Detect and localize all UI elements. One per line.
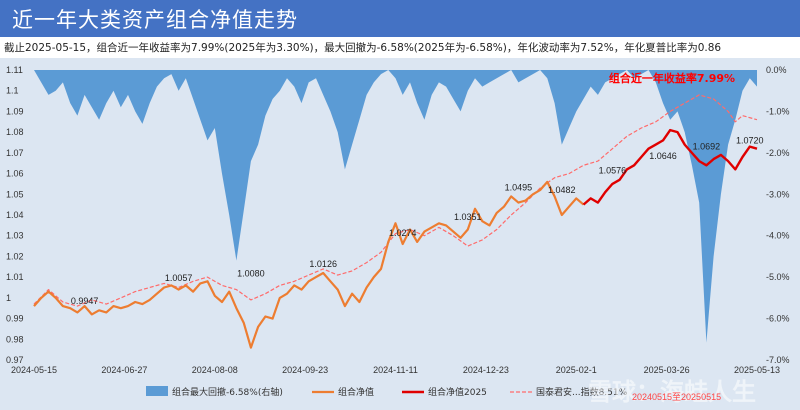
data-label: 1.0482 xyxy=(548,185,576,195)
x-tick-label: 2025-03-26 xyxy=(644,365,690,375)
y-left-tick-label: 1.04 xyxy=(6,210,24,220)
data-label: 1.0720 xyxy=(736,136,764,146)
y-left-tick-label: 1.09 xyxy=(6,106,24,116)
data-label: 0.9947 xyxy=(71,296,99,306)
x-tick-label: 2024-12-23 xyxy=(463,365,509,375)
y-left-tick-label: 0.97 xyxy=(6,355,24,365)
y-right-tick-label: -4.0% xyxy=(766,231,790,241)
y-left-tick-label: 1.02 xyxy=(6,251,24,261)
y-right-tick-label: -2.0% xyxy=(766,148,790,158)
chart-subtitle: 截止2025-05-15，组合近一年收益率为7.99%(2025年为3.30%)… xyxy=(4,42,722,54)
legend-label-drawdown: 组合最大回撤-6.58%(右轴) xyxy=(172,386,283,398)
legend-label-benchmark: 国泰君安...指数8.51% xyxy=(536,386,628,398)
x-tick-label: 2024-08-08 xyxy=(192,365,238,375)
y-left-tick-label: 1.07 xyxy=(6,148,24,158)
data-label: 1.0495 xyxy=(505,182,533,192)
y-left-tick-label: 1.06 xyxy=(6,169,24,179)
y-right-tick-label: 0.0% xyxy=(766,65,787,75)
y-left-tick-label: 1.08 xyxy=(6,127,24,137)
y-left-tick-label: 1.03 xyxy=(6,231,24,241)
data-label: 1.0351 xyxy=(454,212,482,222)
nav-line xyxy=(33,180,585,349)
chart-title: 近一年大类资产组合净值走势 xyxy=(12,8,298,32)
data-label: 1.0057 xyxy=(165,273,193,283)
y-left-tick-label: 0.98 xyxy=(6,334,24,344)
y-right-tick-label: -3.0% xyxy=(766,189,790,199)
drawdown-area xyxy=(34,70,757,343)
data-label: 1.0126 xyxy=(309,259,337,269)
x-tick-label: 2024-09-23 xyxy=(282,365,328,375)
watermark-date: 20240515至20250515 xyxy=(632,392,722,402)
title-bar: 近一年大类资产组合净值走势 xyxy=(0,0,800,37)
y-left-tick-label: 1 xyxy=(6,293,11,303)
data-label: 1.0692 xyxy=(693,142,721,152)
x-tick-label: 2024-05-15 xyxy=(11,365,57,375)
y-left-tick-label: 1.05 xyxy=(6,189,24,199)
data-label: 1.0080 xyxy=(237,268,265,278)
benchmark-line xyxy=(33,94,758,307)
y-left-tick-label: 1.01 xyxy=(6,272,24,282)
nav2025-line xyxy=(582,128,758,206)
data-label: 1.0274 xyxy=(389,228,417,238)
data-label: 1.0646 xyxy=(649,151,677,161)
x-tick-label: 2025-02-1 xyxy=(556,365,597,375)
y-right-tick-label: -1.0% xyxy=(766,106,790,116)
y-left-tick-label: 1.11 xyxy=(6,65,23,75)
legend-label-nav: 组合净值 xyxy=(338,386,374,398)
y-right-tick-label: -5.0% xyxy=(766,272,790,282)
x-tick-label: 2025-05-13 xyxy=(734,365,780,375)
y-right-tick-label: -7.0% xyxy=(766,355,790,365)
y-left-tick-label: 1.1 xyxy=(6,86,19,96)
data-label: 1.0576 xyxy=(599,166,627,176)
x-tick-label: 2024-11-11 xyxy=(373,365,418,375)
legend-swatch-drawdown xyxy=(146,386,168,396)
legend-label-nav2025: 组合净值2025 xyxy=(428,386,487,398)
watermark: 雪球：海蛙人生 xyxy=(588,378,756,406)
return-annotation: 组合近一年收益率7.99% xyxy=(609,71,735,85)
y-right-tick-label: -6.0% xyxy=(766,314,790,324)
y-left-tick-label: 0.99 xyxy=(6,314,24,324)
x-tick-label: 2024-06-27 xyxy=(101,365,147,375)
